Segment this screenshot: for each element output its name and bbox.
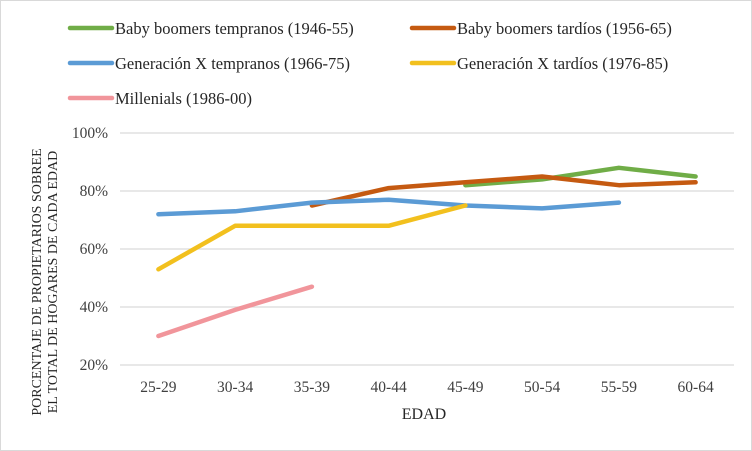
legend-label: Baby boomers tempranos (1946-55) [115,19,354,38]
x-tick-label: 45-49 [447,379,483,396]
x-tick-label: 40-44 [371,379,407,396]
series-line-1 [309,174,698,208]
series-line-3 [156,203,468,272]
gridlines [120,132,734,366]
x-tick-label: 55-59 [601,379,637,396]
x-tick-label: 60-64 [678,379,714,396]
legend-item: Generación X tempranos (1966-75) [67,54,350,73]
series-line-2 [156,197,622,217]
y-axis-ticks: 20% 40% 60% 80% 100% [72,125,108,374]
legend: Baby boomers tempranos (1946-55) Baby boo… [67,19,672,108]
y-tick-label: 100% [72,125,108,142]
y-axis-title: PORCENTAJE DE PROPIETARIOS SOBREE EL TOT… [30,148,61,415]
legend-label: Baby boomers tardíos (1956-65) [457,19,672,38]
y-axis-title-line2: EL TOTAL DE HOGARES DE CADA EDAD [46,151,61,414]
series-line-0 [463,165,698,188]
legend-item: Generación X tardíos (1976-85) [409,54,668,73]
y-tick-label: 60% [80,241,109,258]
legend-item: Baby boomers tardíos (1956-65) [409,19,672,38]
y-tick-label: 80% [80,183,109,200]
legend-item: Baby boomers tempranos (1946-55) [67,19,354,38]
x-axis-title: EDAD [402,406,446,423]
y-tick-label: 40% [80,299,109,316]
y-tick-label: 20% [80,357,109,374]
legend-label: Millenials (1986-00) [115,89,252,108]
legend-label: Generación X tempranos (1966-75) [115,54,350,73]
series-lines [156,165,698,339]
x-tick-label: 30-34 [217,379,253,396]
x-tick-label: 50-54 [524,379,560,396]
y-axis-title-line1: PORCENTAJE DE PROPIETARIOS SOBREE [30,148,45,415]
x-tick-label: 25-29 [140,379,176,396]
series-line-4 [156,284,315,339]
x-tick-label: 35-39 [294,379,330,396]
legend-label: Generación X tardíos (1976-85) [457,54,668,73]
x-axis-ticks: 25-29 30-34 35-39 40-44 45-49 50-54 55-59 60-64 [140,379,714,396]
legend-item: Millenials (1986-00) [67,89,252,108]
